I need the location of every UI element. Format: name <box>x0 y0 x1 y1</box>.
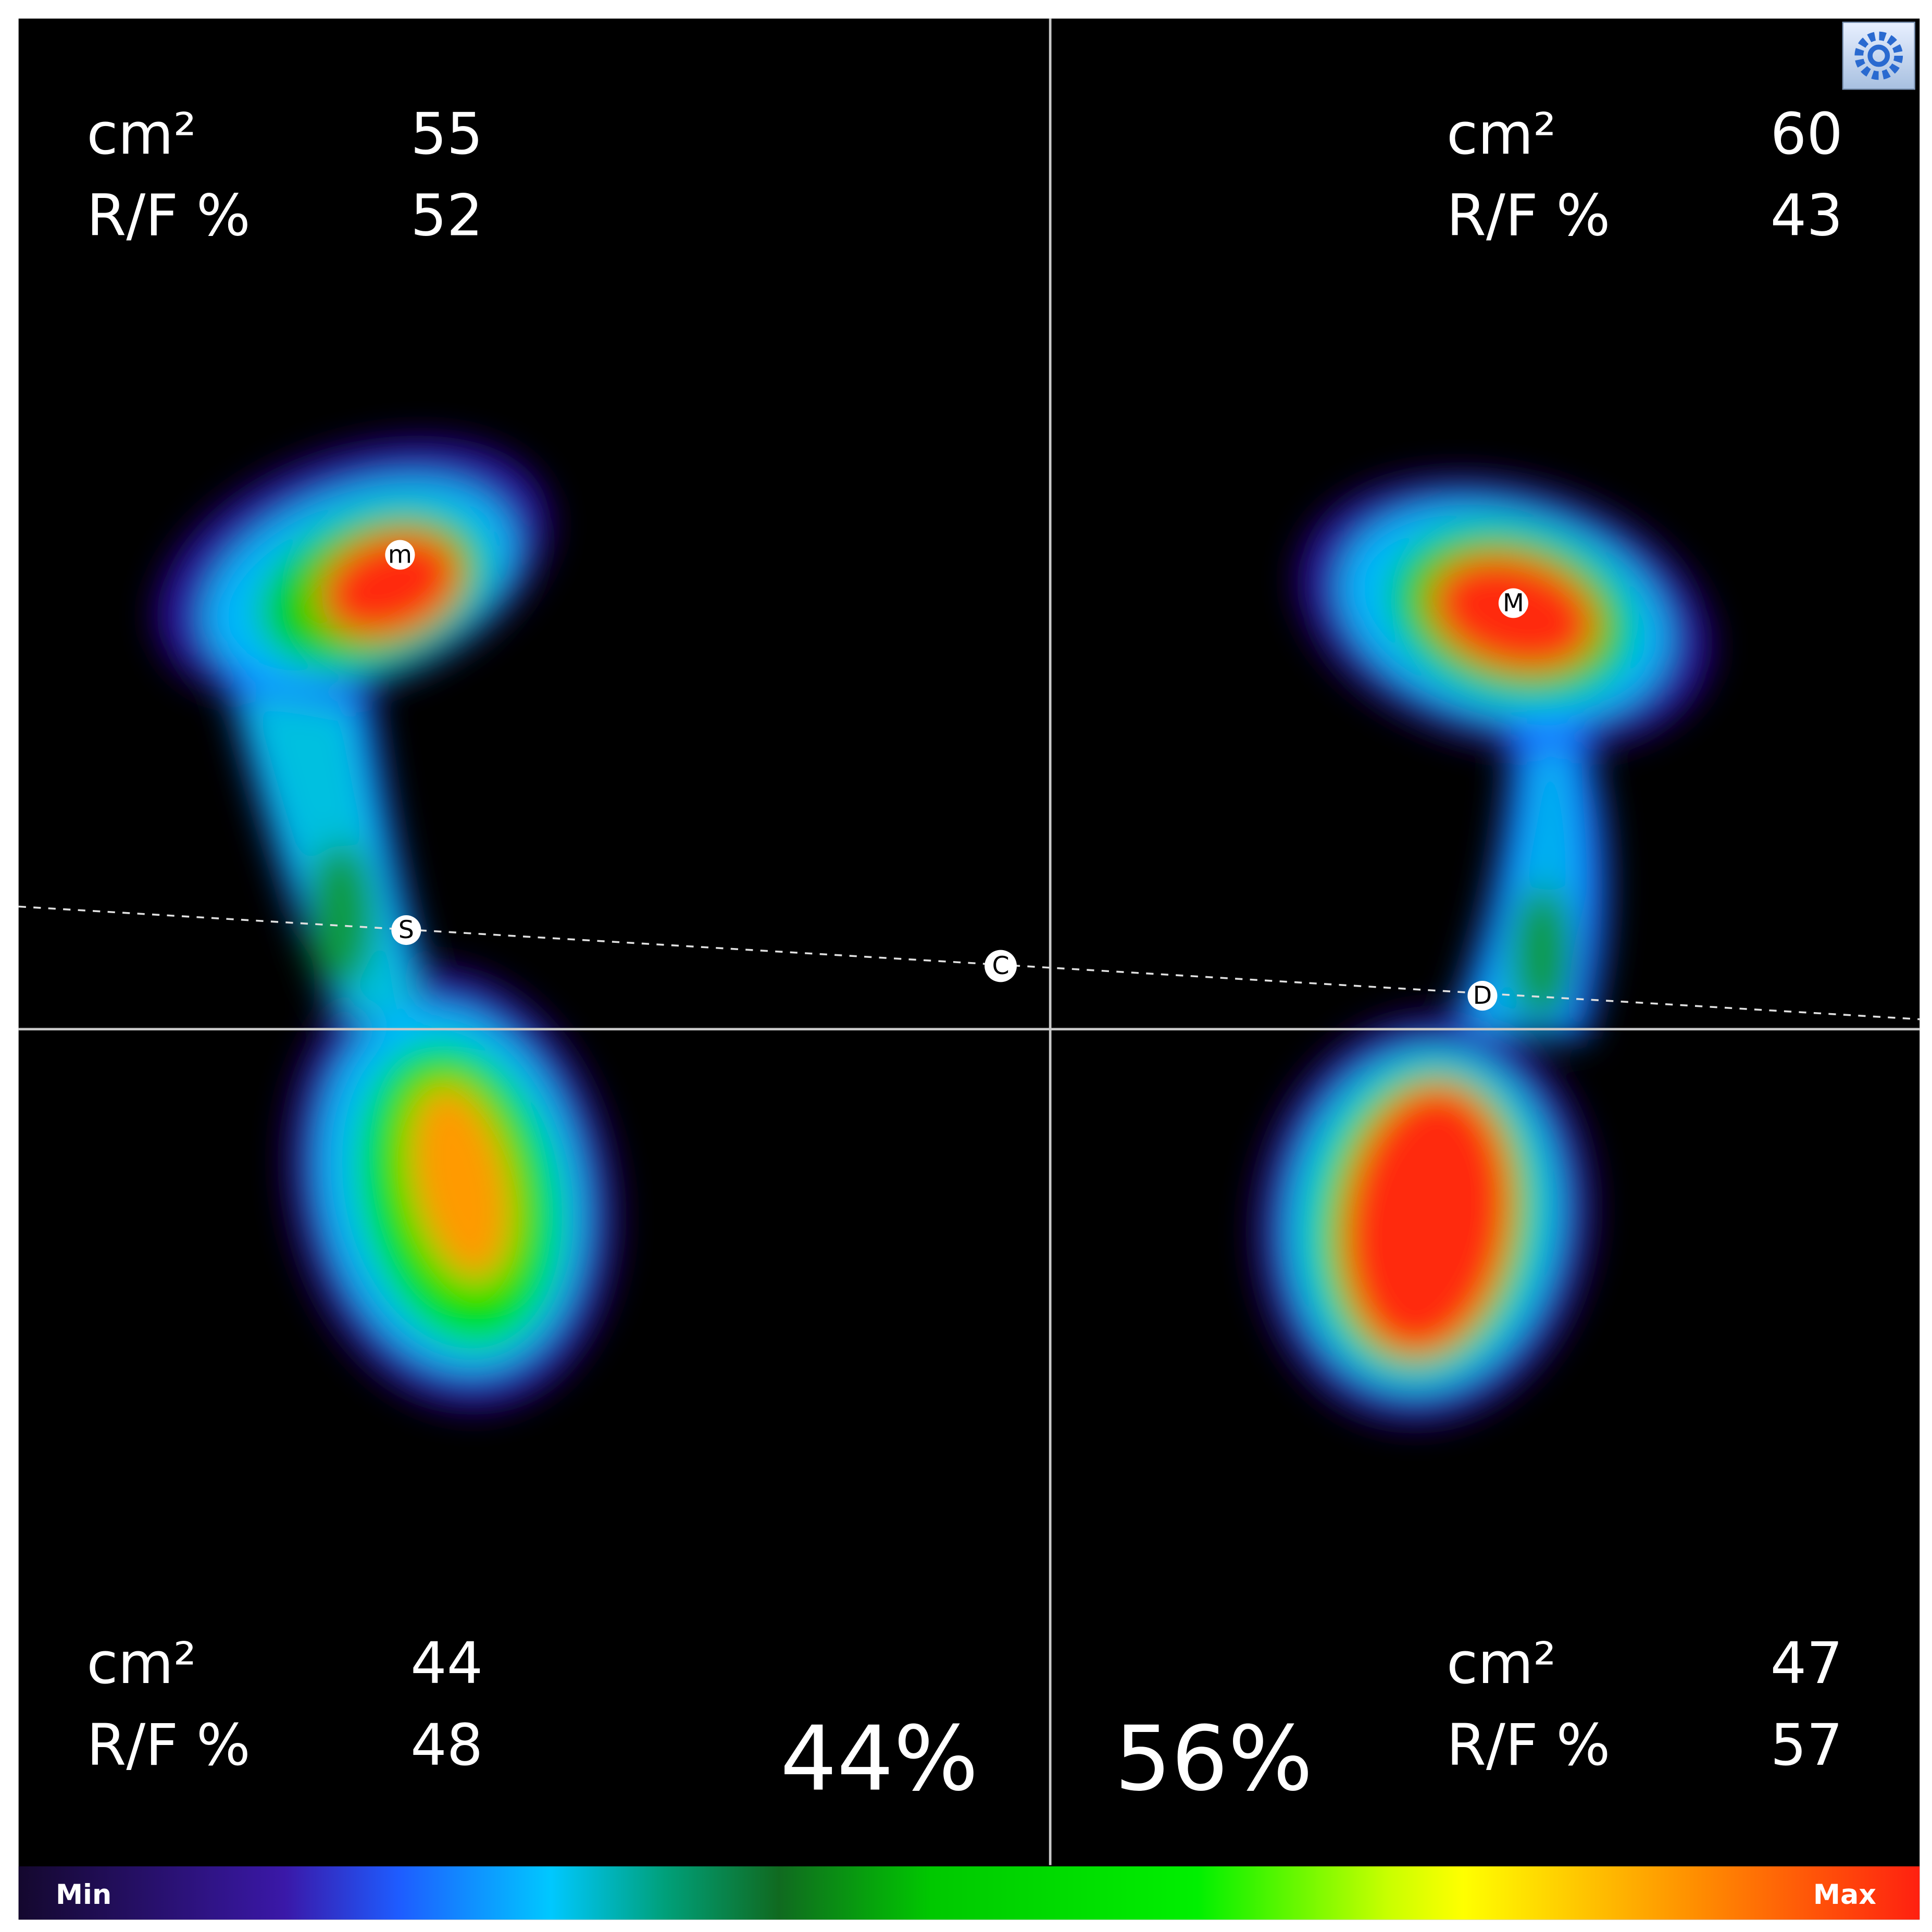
marker-label: m <box>388 541 412 569</box>
alignment-line <box>18 905 1920 1020</box>
gear-teeth <box>1854 31 1903 80</box>
gear-hub <box>1867 44 1890 67</box>
stat-label: R/F % <box>86 1712 250 1778</box>
stats: cm² 55 R/F % 52 cm² 60 R/F % 43 cm² 44 R… <box>86 101 1842 1811</box>
marker <box>984 950 1017 982</box>
stat-value: 57 <box>1771 1712 1843 1778</box>
stat-value: 43 <box>1771 182 1843 249</box>
stat-value: 52 <box>410 182 483 249</box>
stat-value: 60 <box>1771 101 1843 167</box>
scale-min: Min <box>56 1879 111 1911</box>
stat-label: R/F % <box>1447 182 1610 249</box>
marker-label: M <box>1503 589 1524 617</box>
stat-label: cm² <box>86 101 196 167</box>
left-share: 44% <box>780 1707 978 1811</box>
settings-button[interactable] <box>1842 21 1915 90</box>
marker <box>1467 981 1498 1011</box>
marker-label: C <box>992 952 1009 980</box>
stat-label: cm² <box>1447 1630 1556 1697</box>
marker <box>385 540 415 570</box>
marker <box>1498 588 1528 618</box>
color-scale <box>18 1866 1920 1920</box>
stat-value: 55 <box>410 101 483 167</box>
marker-label: S <box>398 916 414 944</box>
stat-value: 47 <box>1771 1630 1843 1697</box>
markers: m S C D M <box>385 540 1528 1011</box>
stat-label: R/F % <box>1447 1712 1610 1778</box>
panel <box>18 18 1920 1920</box>
right-share: 56% <box>1115 1707 1313 1811</box>
marker-label: D <box>1473 981 1492 1010</box>
marker <box>391 915 421 945</box>
stat-value: 44 <box>410 1630 483 1697</box>
stat-label: cm² <box>1447 101 1556 167</box>
scale-max: Max <box>1813 1879 1876 1911</box>
stat-label: R/F % <box>86 182 250 249</box>
settings-icon[interactable] <box>1842 21 1915 90</box>
stat-value: 48 <box>410 1712 483 1778</box>
stat-label: cm² <box>86 1630 196 1697</box>
